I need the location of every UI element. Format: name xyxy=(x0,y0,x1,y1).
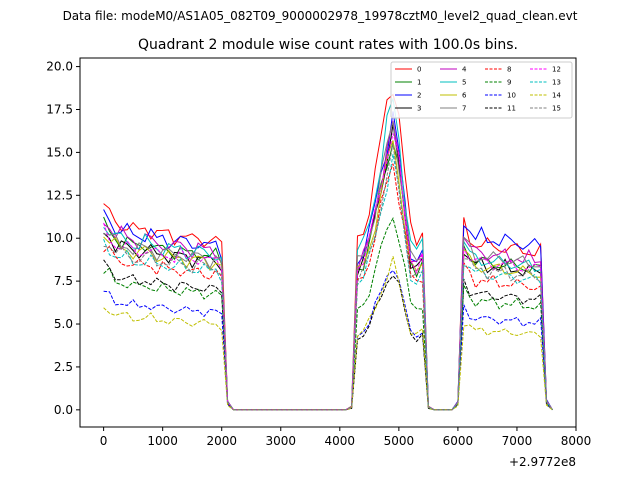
legend-label-15: 15 xyxy=(552,105,561,113)
axes: 0 1000 2000 3000 4000 5000 6000 7000 8000 0.0 2.5 5… xyxy=(46,57,592,448)
x-axis-offset-label: +2.9772e8 xyxy=(509,455,576,469)
chart-title: Quadrant 2 module wise count rates with … xyxy=(138,37,518,53)
legend-label-2: 2 xyxy=(417,92,421,100)
y-tick-label: 10.0 xyxy=(46,231,73,245)
y-tick-label: 15.0 xyxy=(46,145,73,159)
legend-label-14: 14 xyxy=(552,92,561,100)
legend-label-8: 8 xyxy=(507,66,511,74)
series-line-14 xyxy=(103,256,553,411)
legend-label-1: 1 xyxy=(417,79,421,87)
legend-label-12: 12 xyxy=(552,66,561,74)
plot-area xyxy=(103,93,553,411)
x-tick-label: 8000 xyxy=(561,434,592,448)
x-tick-label: 7000 xyxy=(502,434,533,448)
y-tick-label: 5.0 xyxy=(54,317,73,331)
x-tick-label: 4000 xyxy=(325,434,356,448)
series-line-8 xyxy=(103,163,553,411)
legend-label-11: 11 xyxy=(507,105,516,113)
series-line-13 xyxy=(103,154,553,411)
y-tick-label: 7.5 xyxy=(54,274,73,288)
y-tick-label: 17.5 xyxy=(46,102,73,116)
x-tick-label: 0 xyxy=(100,434,108,448)
figure-supertitle: Data file: modeM0/AS1A05_082T09_90000029… xyxy=(63,9,578,23)
x-tick-label: 1000 xyxy=(147,434,178,448)
y-tick-label: 0.0 xyxy=(54,403,73,417)
legend-label-5: 5 xyxy=(462,79,466,87)
x-tick-label: 2000 xyxy=(206,434,237,448)
legend-label-10: 10 xyxy=(507,92,516,100)
legend-box xyxy=(390,61,573,119)
legend-label-7: 7 xyxy=(462,105,466,113)
y-tick-label: 20.0 xyxy=(46,60,73,74)
legend-label-13: 13 xyxy=(552,79,561,87)
series-line-15 xyxy=(103,143,553,411)
legend-label-4: 4 xyxy=(462,66,467,74)
y-tick-label: 2.5 xyxy=(54,360,73,374)
legend-label-3: 3 xyxy=(417,105,421,113)
legend-label-0: 0 xyxy=(417,66,421,74)
legend-label-9: 9 xyxy=(507,79,511,87)
x-tick-label: 5000 xyxy=(384,434,415,448)
y-tick-label: 12.5 xyxy=(46,188,73,202)
axes-frame xyxy=(79,57,577,428)
legend-label-6: 6 xyxy=(462,92,467,100)
x-tick-label: 3000 xyxy=(265,434,296,448)
x-tick-label: 6000 xyxy=(443,434,474,448)
